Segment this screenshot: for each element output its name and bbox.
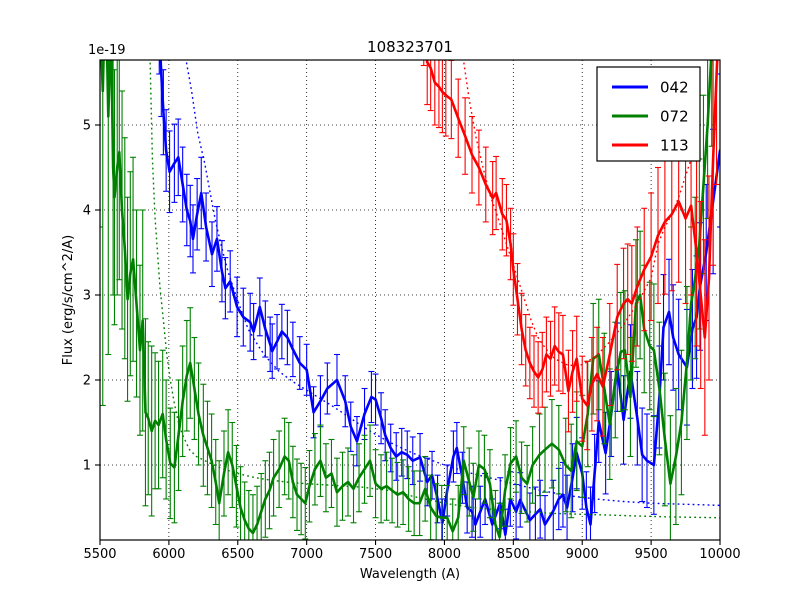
template-curve-042 (185, 60, 720, 507)
y-tick-label: 3 (83, 288, 91, 303)
tick-marks (95, 124, 721, 545)
x-tick-label: 9500 (635, 547, 668, 562)
x-tick-label: 9000 (566, 547, 599, 562)
legend: 042 072 113 (596, 66, 701, 162)
legend-label-113: 113 (660, 137, 689, 155)
spectrum-curve-113 (425, 60, 719, 407)
legend-label-042: 042 (660, 79, 689, 97)
y-axis-label: Flux (erg/s/cm^2/A) (61, 235, 76, 365)
x-tick-label: 7500 (359, 547, 392, 562)
y-tick-label: 4 (83, 203, 91, 218)
y-tick-label: 1 (83, 458, 91, 473)
y-axis-offset-text: 1e-19 (88, 43, 126, 58)
template-curve-113 (462, 60, 700, 367)
series-072 (100, 60, 720, 540)
x-tick-label: 8500 (497, 547, 530, 562)
y-tick-label: 2 (83, 373, 91, 388)
x-tick-label: 8000 (428, 547, 461, 562)
y-tick-label: 5 (83, 118, 91, 133)
x-axis-label: Wavelength (A) (360, 567, 460, 582)
chart-title: 108323701 (367, 38, 453, 56)
tick-labels: 5500 6000 6500 7000 7500 8000 8500 9000 9500 1000… (83, 118, 741, 562)
x-tick-label: 7000 (290, 547, 323, 562)
plot-area (100, 60, 720, 540)
spectrum-curve-072 (100, 60, 713, 539)
axes-spines (99, 59, 721, 541)
x-tick-label: 6000 (152, 547, 185, 562)
spectrum-curve-042 (159, 60, 720, 537)
x-tick-label: 5500 (83, 547, 116, 562)
x-tick-label: 6500 (221, 547, 254, 562)
legend-label-072: 072 (660, 108, 689, 126)
template-curve-072 (149, 60, 720, 519)
x-tick-label: 10000 (699, 547, 740, 562)
